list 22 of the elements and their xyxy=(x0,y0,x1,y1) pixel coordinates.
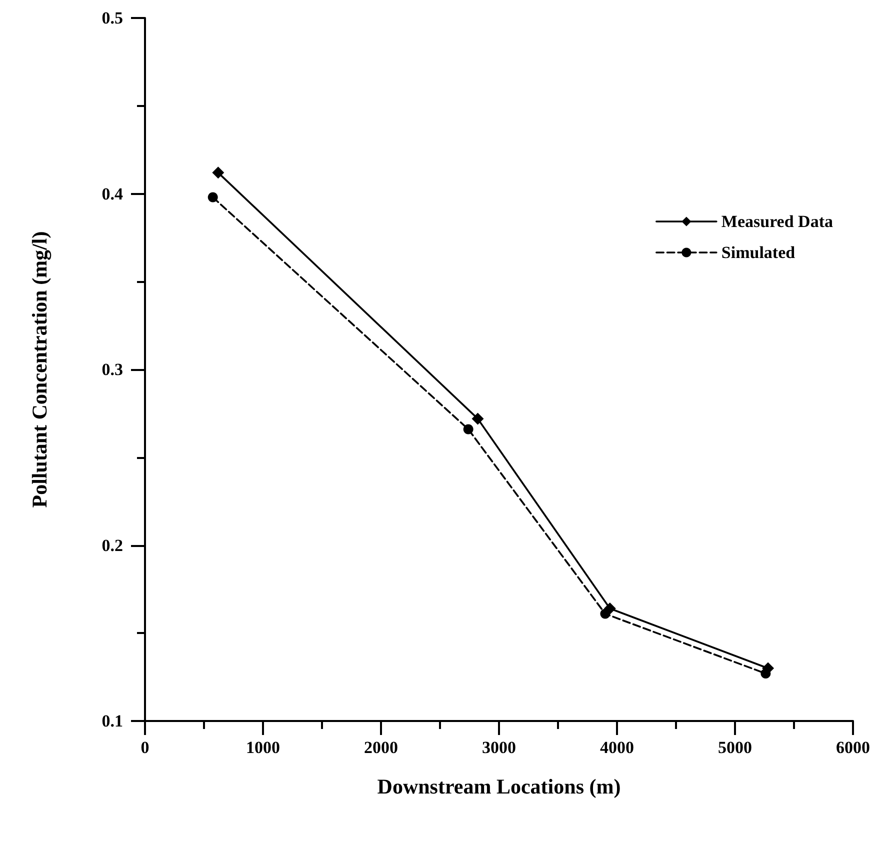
legend-label: Simulated xyxy=(721,243,796,262)
x-axis-title: Downstream Locations (m) xyxy=(377,774,621,798)
point xyxy=(212,166,224,179)
x-tick-label: 5000 xyxy=(718,738,752,757)
x-tick-label: 6000 xyxy=(836,738,870,757)
x-tick-label: 1000 xyxy=(246,738,280,757)
y-tick-label: 0.5 xyxy=(102,8,123,28)
y-tick-label: 0.3 xyxy=(102,360,123,379)
x-tick-label: 0 xyxy=(140,738,150,757)
x-tick-label: 4000 xyxy=(600,738,634,757)
x-tick-label: 3000 xyxy=(482,738,516,757)
point xyxy=(208,192,218,202)
legend-label: Measured Data xyxy=(721,212,834,231)
y-tick-label: 0.4 xyxy=(102,184,124,204)
point xyxy=(463,424,474,434)
x-tick-label: 2000 xyxy=(364,738,398,757)
y-axis-title: Pollutant Concentration (mg/l) xyxy=(28,231,52,508)
point xyxy=(472,412,484,425)
point xyxy=(600,608,610,619)
y-tick-label: 0.1 xyxy=(102,712,123,730)
y-tick-label: 0.2 xyxy=(102,536,123,555)
point xyxy=(760,668,771,679)
